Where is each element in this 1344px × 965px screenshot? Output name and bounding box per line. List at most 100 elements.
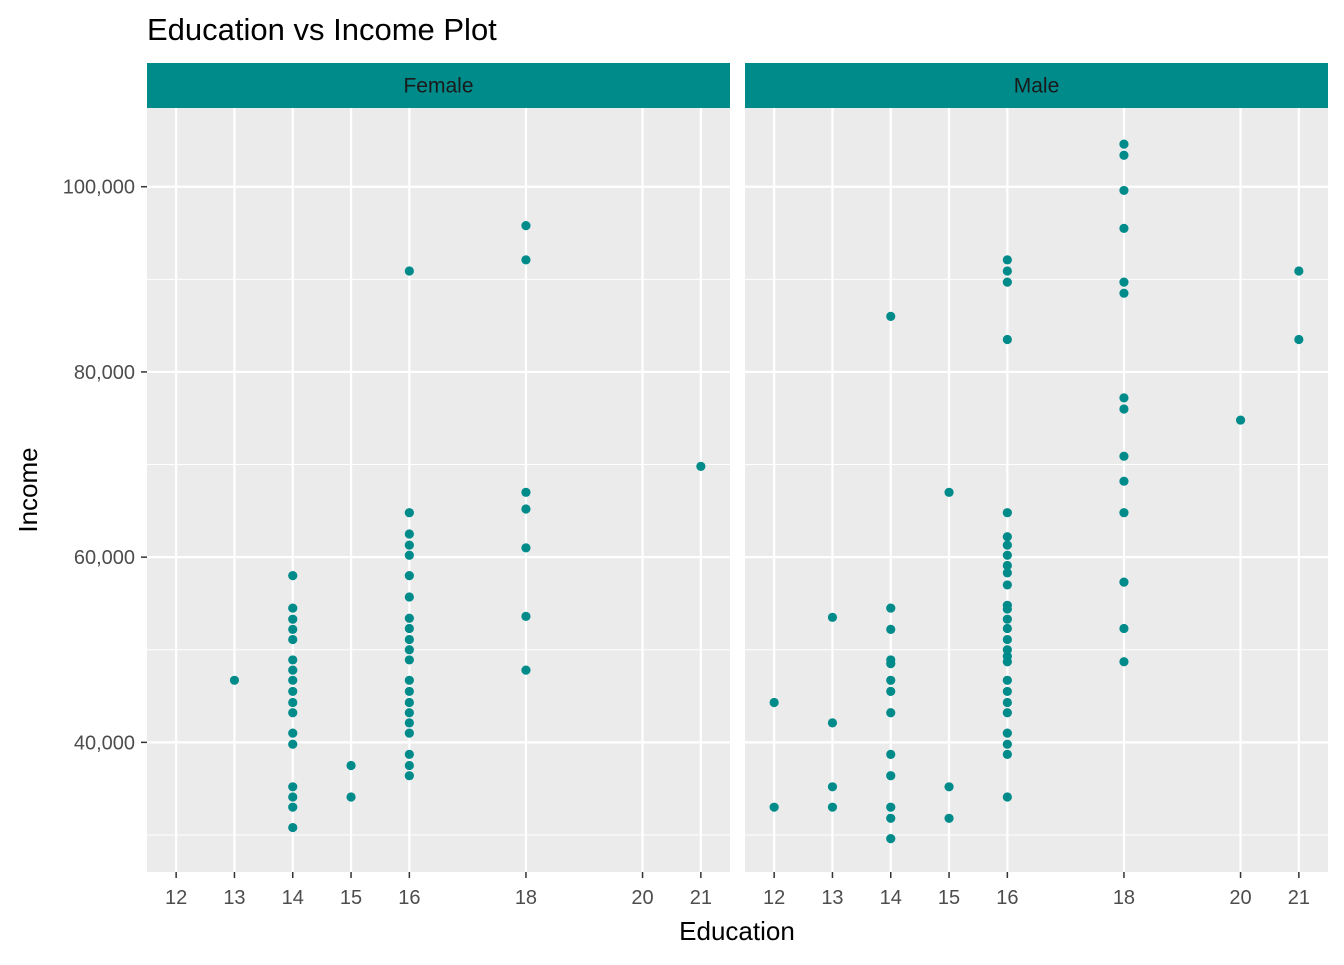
data-point <box>288 665 298 675</box>
y-axis: 40,000 60,000 80,000 100,000 <box>63 177 147 754</box>
data-point <box>1002 728 1012 738</box>
data-point <box>288 782 298 792</box>
panel-male: Male 12 13 14 15 16 18 20 21 <box>745 63 1328 909</box>
data-point <box>696 461 706 471</box>
data-point <box>1119 150 1129 160</box>
y-tick-label: 40,000 <box>74 732 135 754</box>
data-point <box>288 728 298 738</box>
x-tick-label: 21 <box>1288 887 1310 909</box>
data-point <box>1119 288 1129 298</box>
x-tick-label: 14 <box>282 887 304 909</box>
data-point <box>521 665 531 675</box>
data-point <box>1002 266 1012 276</box>
data-point <box>827 782 838 792</box>
data-point <box>1002 532 1012 542</box>
data-point <box>404 686 414 697</box>
data-point <box>944 487 954 497</box>
data-point <box>346 792 356 802</box>
data-point <box>404 728 414 738</box>
data-point <box>1002 739 1012 749</box>
data-point <box>827 612 838 622</box>
data-point <box>944 782 954 792</box>
x-tick-label: 12 <box>165 887 187 909</box>
data-point <box>404 529 414 539</box>
data-point <box>288 614 298 624</box>
data-point <box>404 760 414 771</box>
x-tick-label: 16 <box>996 887 1018 909</box>
data-point <box>404 540 414 550</box>
data-point <box>1235 415 1246 425</box>
y-tick-label: 80,000 <box>74 362 135 384</box>
data-point <box>404 771 414 781</box>
data-point <box>404 508 414 518</box>
data-point <box>1119 508 1129 518</box>
data-point <box>288 697 298 708</box>
data-point <box>886 802 896 812</box>
data-point <box>886 675 896 685</box>
y-tick-label: 100,000 <box>63 177 135 199</box>
data-point <box>886 311 896 321</box>
data-point <box>1002 614 1012 624</box>
data-point <box>1119 393 1129 403</box>
data-point <box>886 813 896 823</box>
data-point <box>1002 568 1012 578</box>
data-point <box>769 697 779 708</box>
data-point <box>521 504 531 514</box>
data-point <box>1119 476 1129 486</box>
data-point <box>288 708 298 718</box>
facet-strip-label: Male <box>1014 75 1060 98</box>
x-axis-title: Education <box>679 916 795 946</box>
data-point <box>886 659 896 669</box>
data-point <box>1119 277 1129 287</box>
data-point <box>886 603 896 613</box>
data-point <box>404 749 414 759</box>
data-point <box>404 708 414 718</box>
data-point <box>288 655 298 665</box>
data-point <box>1002 708 1012 718</box>
data-point <box>521 487 531 497</box>
data-point <box>1002 550 1012 560</box>
panel-female: Female 12 13 14 15 16 18 20 21 <box>147 63 730 909</box>
data-point <box>944 813 954 823</box>
x-tick-label: 18 <box>1113 887 1135 909</box>
data-point <box>886 771 896 781</box>
data-point <box>1294 266 1304 276</box>
data-point <box>827 718 838 728</box>
data-point <box>1002 675 1012 685</box>
x-tick-label: 18 <box>515 887 537 909</box>
data-point <box>1119 404 1129 414</box>
data-point <box>886 749 896 759</box>
data-point <box>288 571 298 581</box>
data-point <box>769 802 779 812</box>
data-point <box>288 624 298 634</box>
x-tick-label: 15 <box>340 887 362 909</box>
data-point <box>1002 634 1012 645</box>
data-point <box>1294 334 1304 345</box>
x-tick-label: 20 <box>631 887 653 909</box>
data-point <box>1002 334 1012 345</box>
data-point <box>346 760 356 771</box>
data-point <box>1002 645 1012 655</box>
panel-background <box>147 108 730 872</box>
data-point <box>1002 657 1012 667</box>
x-tick-label: 12 <box>763 887 785 909</box>
data-point <box>1002 623 1012 634</box>
data-point <box>1119 451 1129 461</box>
x-tick-label: 16 <box>398 887 420 909</box>
panels: Female 12 13 14 15 16 18 20 21 Male 12 13 14 15 16 18 20… <box>147 63 1328 909</box>
facet-strip-label: Female <box>403 75 473 98</box>
data-point <box>404 697 414 708</box>
data-point <box>521 611 531 622</box>
data-point <box>1002 540 1012 550</box>
data-point <box>521 221 531 231</box>
data-point <box>886 624 896 634</box>
x-tick-label: 13 <box>223 887 245 909</box>
data-point <box>1002 604 1012 614</box>
data-point <box>288 792 298 802</box>
x-tick-label: 13 <box>821 887 843 909</box>
data-point <box>288 603 298 613</box>
data-point <box>1119 577 1129 587</box>
data-point <box>1002 277 1012 287</box>
data-point <box>827 802 838 812</box>
data-point <box>288 686 298 697</box>
